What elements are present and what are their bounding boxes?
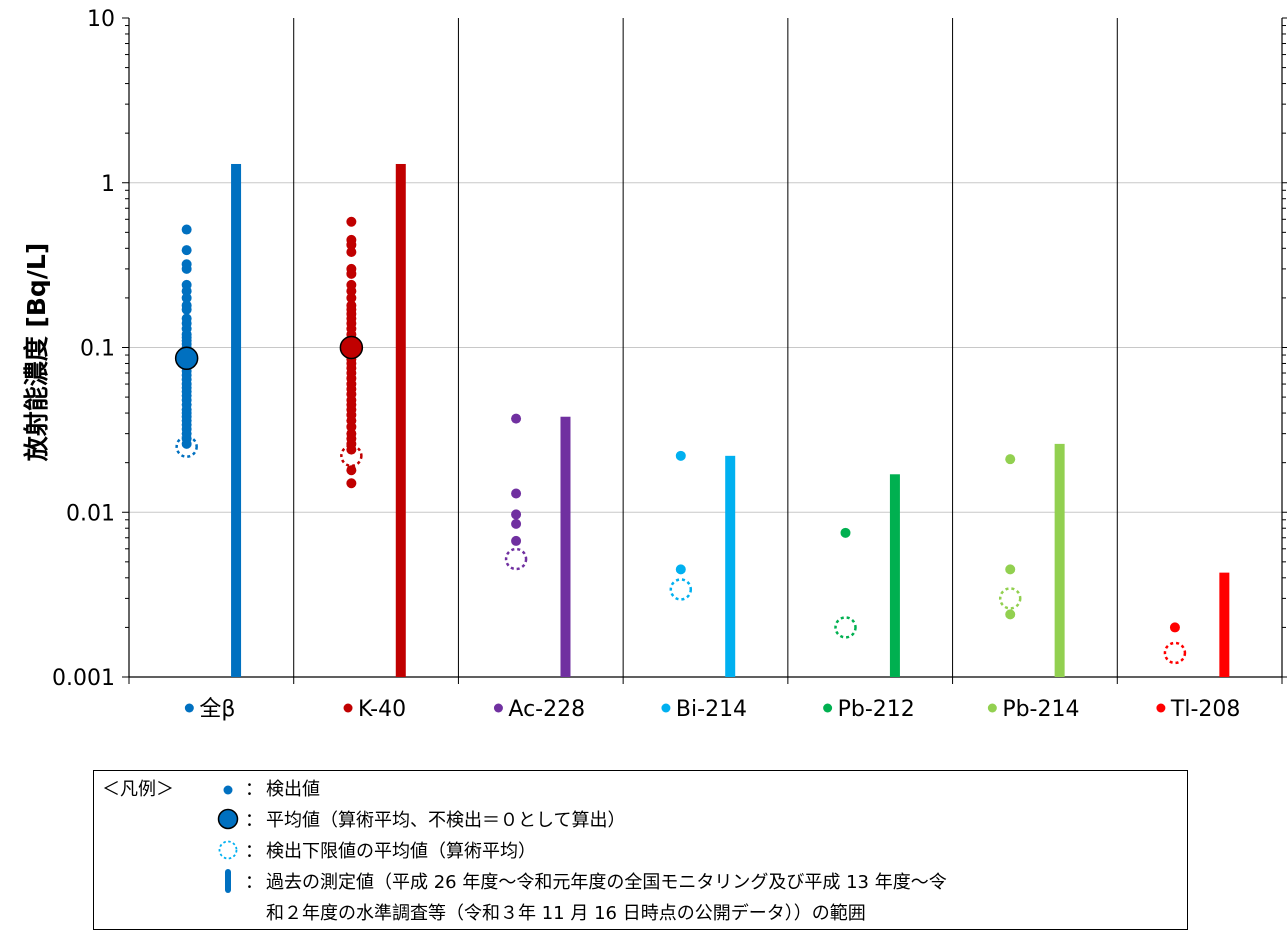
legend-label-range-continued: 和２年度の水準調査等（令和３年 11 月 16 日時点の公開データ））の範囲	[266, 903, 866, 924]
detected-point	[346, 444, 357, 455]
axes	[122, 17, 1287, 684]
detected-point	[511, 488, 522, 499]
detected-point	[840, 527, 851, 538]
category-legend-dot	[493, 703, 503, 713]
past-range-bar	[395, 163, 406, 677]
y-tick-label: 0.001	[52, 666, 115, 691]
lod-mean-marker	[504, 547, 528, 571]
legend-label-range: 過去の測定値（平成 26 年度～令和元年度の全国モニタリング及び平成 13 年度…	[266, 872, 947, 893]
legend-row-detected: ： 検出値	[214, 775, 320, 801]
detected-point	[511, 509, 522, 520]
detected-point	[1005, 609, 1016, 620]
y-tick-labels: 0.001 0.01 0.1 1 10	[52, 7, 115, 691]
category-legend-dot	[823, 703, 833, 713]
detected-point	[1169, 622, 1180, 633]
past-range-bar	[1219, 572, 1230, 677]
detected-point	[1005, 564, 1016, 575]
mean-marker	[339, 335, 364, 360]
y-tick-label: 10	[87, 7, 115, 32]
category-labels: 全β K-40 Ac-228 Bi-214 Pb-212 Pb-214 Tl-208	[184, 697, 1240, 722]
data-points	[174, 216, 1187, 665]
detected-point	[346, 239, 357, 250]
past-range-bar	[1054, 443, 1065, 677]
lod-mean-marker	[998, 587, 1022, 610]
detected-point	[511, 413, 522, 424]
category-legend-dot	[343, 703, 353, 713]
detected-point	[511, 535, 522, 546]
lod-mean-marker	[834, 616, 857, 639]
chart: 0.001 0.01 0.1 1 10 全β K-40 Ac-228 Bi-214 Pb-212…	[22, 7, 1287, 722]
category-legend-dot	[184, 703, 194, 713]
mean-marker	[174, 346, 199, 371]
detected-point	[346, 268, 357, 279]
detected-point	[181, 292, 192, 303]
category-label: Bi-214	[676, 697, 747, 722]
vertical-bar-icon	[214, 868, 242, 894]
category-label: Pb-214	[1002, 697, 1079, 722]
legend-label-mean: 平均値（算術平均、不検出＝０として算出）	[266, 810, 626, 831]
legend-colon: ：	[245, 779, 263, 800]
detected-point	[346, 465, 357, 476]
y-tick-label: 0.01	[66, 501, 115, 526]
large-circle-icon	[214, 806, 242, 832]
category-label: Tl-208	[1170, 697, 1240, 722]
detected-point	[675, 450, 686, 461]
detected-point	[181, 224, 192, 235]
dotted-circle-icon	[214, 837, 242, 863]
legend-row-range: ： 過去の測定値（平成 26 年度～令和元年度の全国モニタリング及び平成 13 …	[214, 868, 947, 894]
lod-mean-marker	[1163, 641, 1187, 665]
past-range-bar	[725, 455, 736, 677]
detected-point	[346, 478, 357, 489]
lod-mean-marker	[175, 435, 198, 458]
legend-row-lod: ： 検出下限値の平均値（算術平均）	[214, 837, 536, 863]
lod-mean-marker	[669, 578, 693, 601]
category-label: Ac-228	[508, 697, 585, 722]
detected-point	[181, 263, 192, 274]
detected-point	[346, 292, 357, 303]
legend-colon: ：	[245, 810, 263, 831]
gridlines	[129, 182, 1282, 513]
past-range-bar	[560, 416, 571, 677]
detected-point	[181, 438, 192, 449]
detected-point	[346, 216, 357, 227]
legend-label-detected: 検出値	[266, 779, 320, 800]
small-dot-icon	[214, 775, 242, 801]
y-tick-label: 0.1	[80, 337, 115, 362]
legend-row-mean: ： 平均値（算術平均、不検出＝０として算出）	[214, 806, 625, 832]
legend: ＜凡例＞ ： 検出値 ： 平均値（算術平均、不検出＝０として算出） ： 検出下限…	[93, 770, 1188, 930]
category-label: K-40	[358, 697, 406, 722]
past-range-bars	[231, 163, 1230, 677]
detected-point	[181, 245, 192, 256]
category-label: Pb-212	[838, 697, 915, 722]
category-separators	[293, 18, 1118, 677]
y-tick-label: 1	[101, 172, 115, 197]
detected-point	[1005, 454, 1016, 465]
legend-label-lod: 検出下限値の平均値（算術平均）	[266, 841, 536, 862]
category-legend-dot	[661, 703, 671, 713]
lod-mean-marker	[340, 444, 363, 468]
category-label: 全β	[199, 697, 235, 722]
legend-colon: ：	[245, 872, 263, 893]
detected-point	[346, 246, 357, 257]
legend-title: ＜凡例＞	[102, 779, 174, 800]
detected-point	[675, 564, 686, 575]
past-range-bar	[231, 163, 242, 677]
detected-point	[511, 518, 522, 529]
legend-colon: ：	[245, 841, 263, 862]
category-legend-dot	[987, 703, 997, 713]
category-legend-dot	[1156, 703, 1166, 713]
y-axis-label: 放射能濃度 [Bq/L]	[22, 243, 51, 463]
detected-point	[181, 304, 192, 315]
past-range-bar	[889, 474, 900, 677]
